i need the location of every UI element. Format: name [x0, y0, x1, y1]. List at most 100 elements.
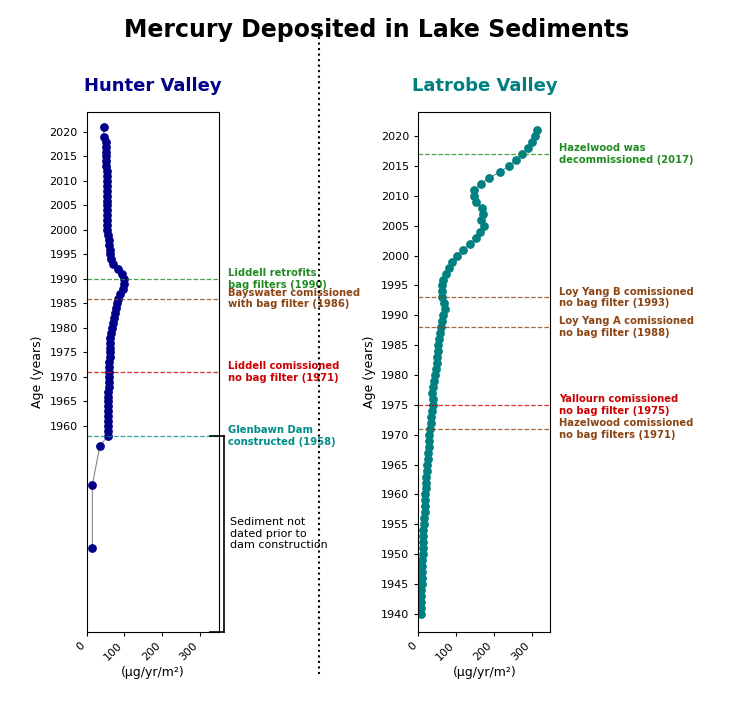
- Point: [503, 161, 515, 172]
- Point: [451, 250, 463, 261]
- Point: [428, 369, 440, 380]
- Point: [468, 185, 480, 196]
- Point: [103, 411, 115, 422]
- Point: [476, 202, 488, 213]
- Point: [446, 256, 458, 267]
- Point: [431, 357, 443, 369]
- Point: [422, 441, 434, 452]
- Point: [103, 420, 115, 432]
- Point: [423, 435, 435, 446]
- Point: [418, 524, 430, 536]
- Point: [101, 176, 114, 187]
- Text: Glenbawn Dam
constructed (1958): Glenbawn Dam constructed (1958): [228, 425, 336, 446]
- Point: [427, 381, 439, 392]
- Text: Loy Yang B comissioned
no bag filter (1993): Loy Yang B comissioned no bag filter (19…: [559, 286, 694, 308]
- Point: [516, 149, 528, 160]
- Point: [457, 244, 469, 256]
- Point: [415, 596, 427, 607]
- Point: [443, 262, 455, 273]
- Point: [433, 333, 445, 345]
- Point: [436, 316, 448, 327]
- Text: Latrobe Valley: Latrobe Valley: [412, 77, 557, 95]
- Point: [111, 298, 123, 309]
- Point: [424, 429, 436, 440]
- Y-axis label: Age (years): Age (years): [363, 336, 375, 409]
- Point: [422, 447, 434, 458]
- Point: [415, 608, 427, 619]
- Point: [103, 362, 115, 373]
- Point: [105, 327, 118, 338]
- Point: [422, 453, 434, 464]
- Point: [439, 304, 451, 315]
- Text: Loy Yang A comissioned
no bag filter (1988): Loy Yang A comissioned no bag filter (19…: [559, 317, 694, 338]
- Point: [103, 357, 115, 368]
- Point: [470, 232, 483, 244]
- Point: [418, 512, 430, 524]
- Point: [103, 391, 115, 402]
- Point: [478, 220, 490, 232]
- Point: [98, 121, 110, 133]
- Point: [417, 531, 429, 542]
- Point: [103, 396, 115, 407]
- Point: [438, 298, 450, 309]
- Point: [474, 226, 486, 237]
- Point: [416, 548, 428, 559]
- Point: [103, 416, 115, 427]
- Point: [416, 560, 428, 571]
- Point: [100, 171, 113, 182]
- Point: [112, 263, 124, 274]
- Point: [118, 278, 130, 289]
- Point: [437, 274, 449, 285]
- Point: [116, 283, 128, 294]
- Text: Liddell retrofits
bag filters (1990): Liddell retrofits bag filters (1990): [228, 268, 326, 290]
- Point: [101, 195, 114, 206]
- Point: [104, 332, 117, 343]
- Point: [103, 386, 115, 397]
- Point: [114, 288, 126, 299]
- Point: [103, 230, 115, 241]
- Point: [101, 185, 114, 197]
- Point: [87, 479, 98, 491]
- Point: [427, 399, 439, 411]
- Text: Yallourn comissioned
no bag filter (1975): Yallourn comissioned no bag filter (1975…: [559, 394, 679, 416]
- Point: [100, 151, 112, 162]
- Point: [104, 337, 116, 348]
- Point: [107, 317, 119, 329]
- Text: Liddell comissioned
no bag filter (1971): Liddell comissioned no bag filter (1971): [228, 362, 339, 383]
- Point: [103, 381, 115, 392]
- Text: Bayswater comissioned
with bag filter (1986): Bayswater comissioned with bag filter (1…: [228, 288, 360, 310]
- Point: [103, 406, 115, 417]
- Point: [101, 220, 114, 231]
- Point: [468, 190, 480, 201]
- Point: [118, 273, 130, 284]
- Point: [419, 501, 431, 512]
- Point: [107, 258, 119, 270]
- Point: [436, 280, 448, 291]
- Point: [437, 310, 449, 321]
- Point: [103, 401, 115, 412]
- Point: [477, 208, 489, 220]
- Point: [431, 352, 443, 363]
- Point: [415, 590, 428, 602]
- Point: [416, 572, 428, 583]
- Point: [427, 388, 439, 399]
- Point: [103, 430, 115, 442]
- Point: [418, 507, 431, 518]
- Y-axis label: Age (years): Age (years): [31, 336, 44, 409]
- Point: [417, 536, 429, 548]
- Point: [475, 214, 487, 225]
- Point: [419, 489, 431, 500]
- Point: [421, 459, 433, 470]
- Point: [421, 471, 433, 482]
- Point: [100, 166, 113, 177]
- Point: [106, 322, 118, 333]
- Point: [110, 303, 122, 314]
- Point: [93, 440, 106, 451]
- Point: [434, 328, 446, 339]
- Point: [464, 238, 477, 249]
- Point: [103, 376, 115, 388]
- Point: [104, 249, 117, 260]
- Point: [100, 156, 112, 167]
- Point: [522, 143, 534, 154]
- Point: [432, 345, 444, 357]
